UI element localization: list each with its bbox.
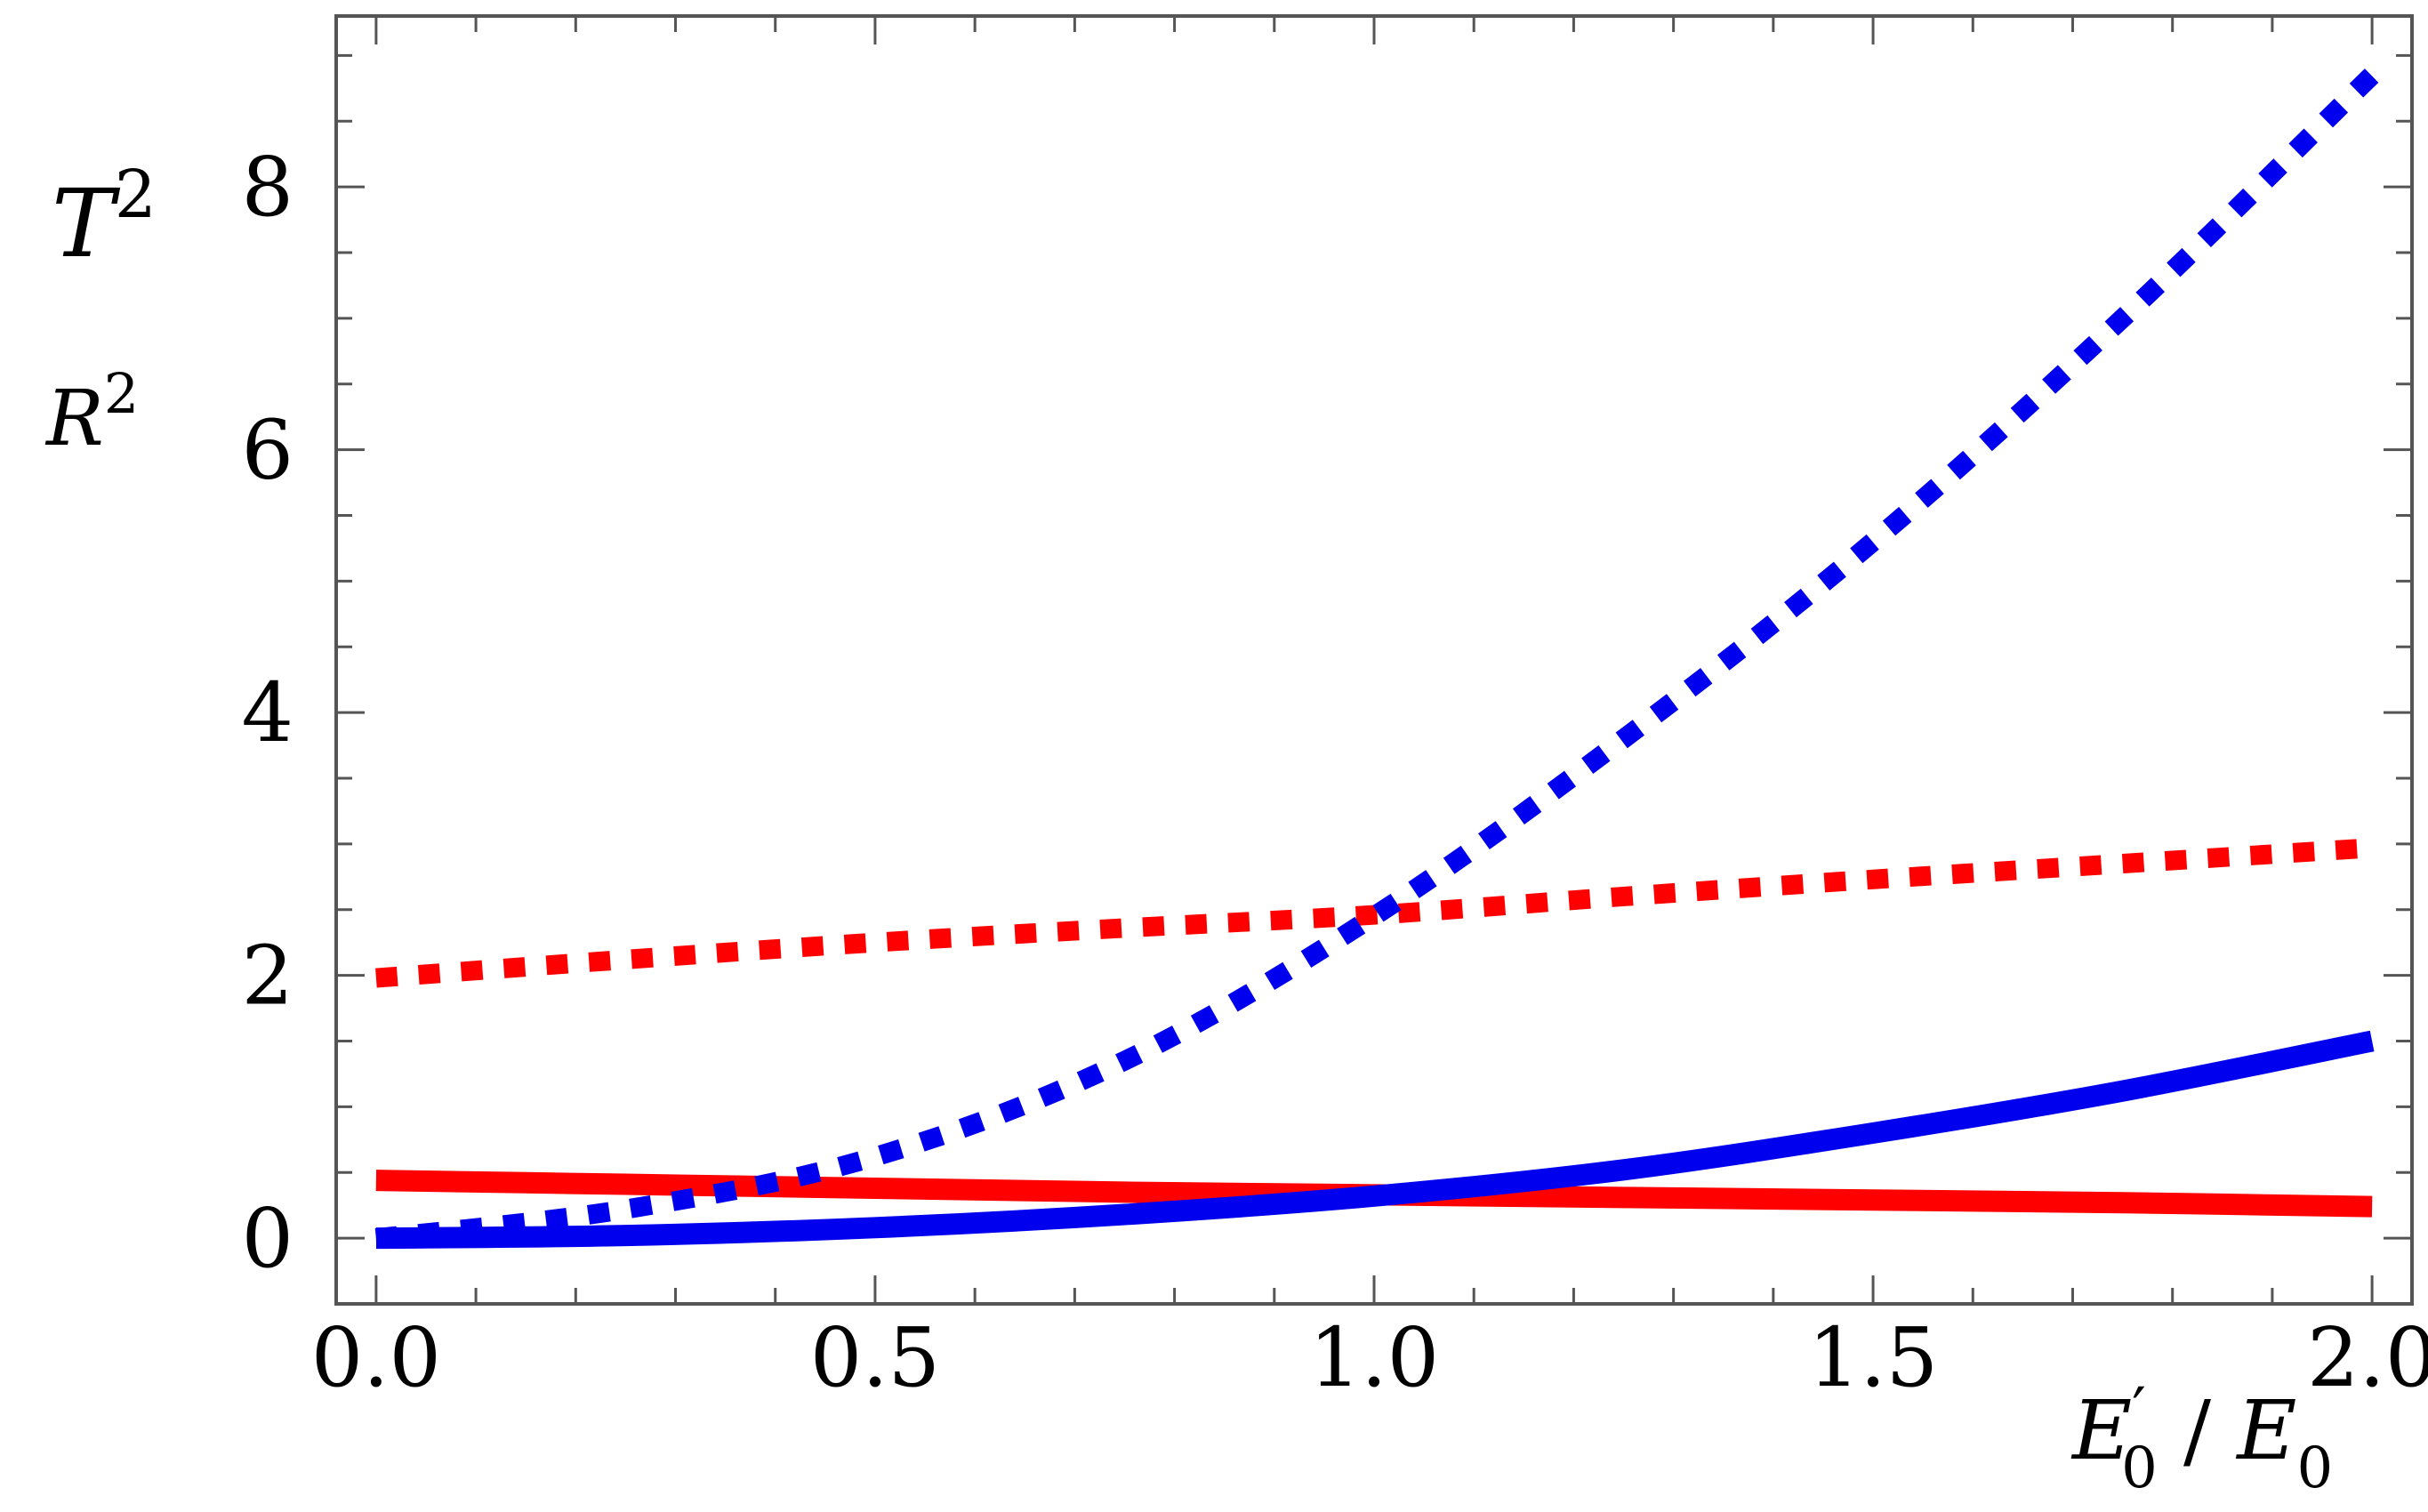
y-label-bottom-sup: 2 xyxy=(104,361,139,426)
x-tick-label: 1.5 xyxy=(1808,1310,1938,1405)
x-tick-label: 1.0 xyxy=(1309,1310,1439,1405)
x-label-prime: ′ xyxy=(2132,1374,2146,1447)
x-label-sub1: 0 xyxy=(2121,1436,2158,1501)
y-tick-label: 0 xyxy=(241,1191,293,1286)
x-tick-label: 0.0 xyxy=(311,1310,441,1405)
y-tick-label: 6 xyxy=(241,403,293,498)
y-label-bottom-base: R xyxy=(44,374,104,463)
y-tick-label: 2 xyxy=(241,929,293,1024)
series-line-3-solid xyxy=(375,1030,2375,1250)
x-label-sub2: 0 xyxy=(2296,1436,2333,1501)
x-tick-label: 0.5 xyxy=(810,1310,940,1405)
y-axis-label-top: T2 xyxy=(52,157,157,278)
ticks-layer xyxy=(336,16,2412,1304)
x-label-base1: E xyxy=(2070,1383,2132,1478)
y-tick-label: 4 xyxy=(241,665,293,760)
series-line-2-dotted xyxy=(375,838,2373,988)
series-line-4-dotted xyxy=(374,68,2379,1249)
y-tick-label: 8 xyxy=(241,140,293,235)
y-label-top-base: T xyxy=(52,169,121,278)
x-tick-label: 2.0 xyxy=(2307,1310,2428,1405)
y-axis-label-bottom: R2 xyxy=(44,361,139,463)
x-label-slash: / xyxy=(2158,1383,2237,1478)
x-axis-label: E′ 0 / E0 xyxy=(2070,1374,2333,1501)
series-layer xyxy=(374,68,2379,1250)
x-label-base2: E xyxy=(2235,1383,2296,1478)
labels-layer: 0.0 0.5 1.0 1.5 2.0 0 2 4 6 8 xyxy=(241,140,2428,1405)
plot-frame xyxy=(334,14,2414,1306)
y-label-top-sup: 2 xyxy=(115,157,157,233)
